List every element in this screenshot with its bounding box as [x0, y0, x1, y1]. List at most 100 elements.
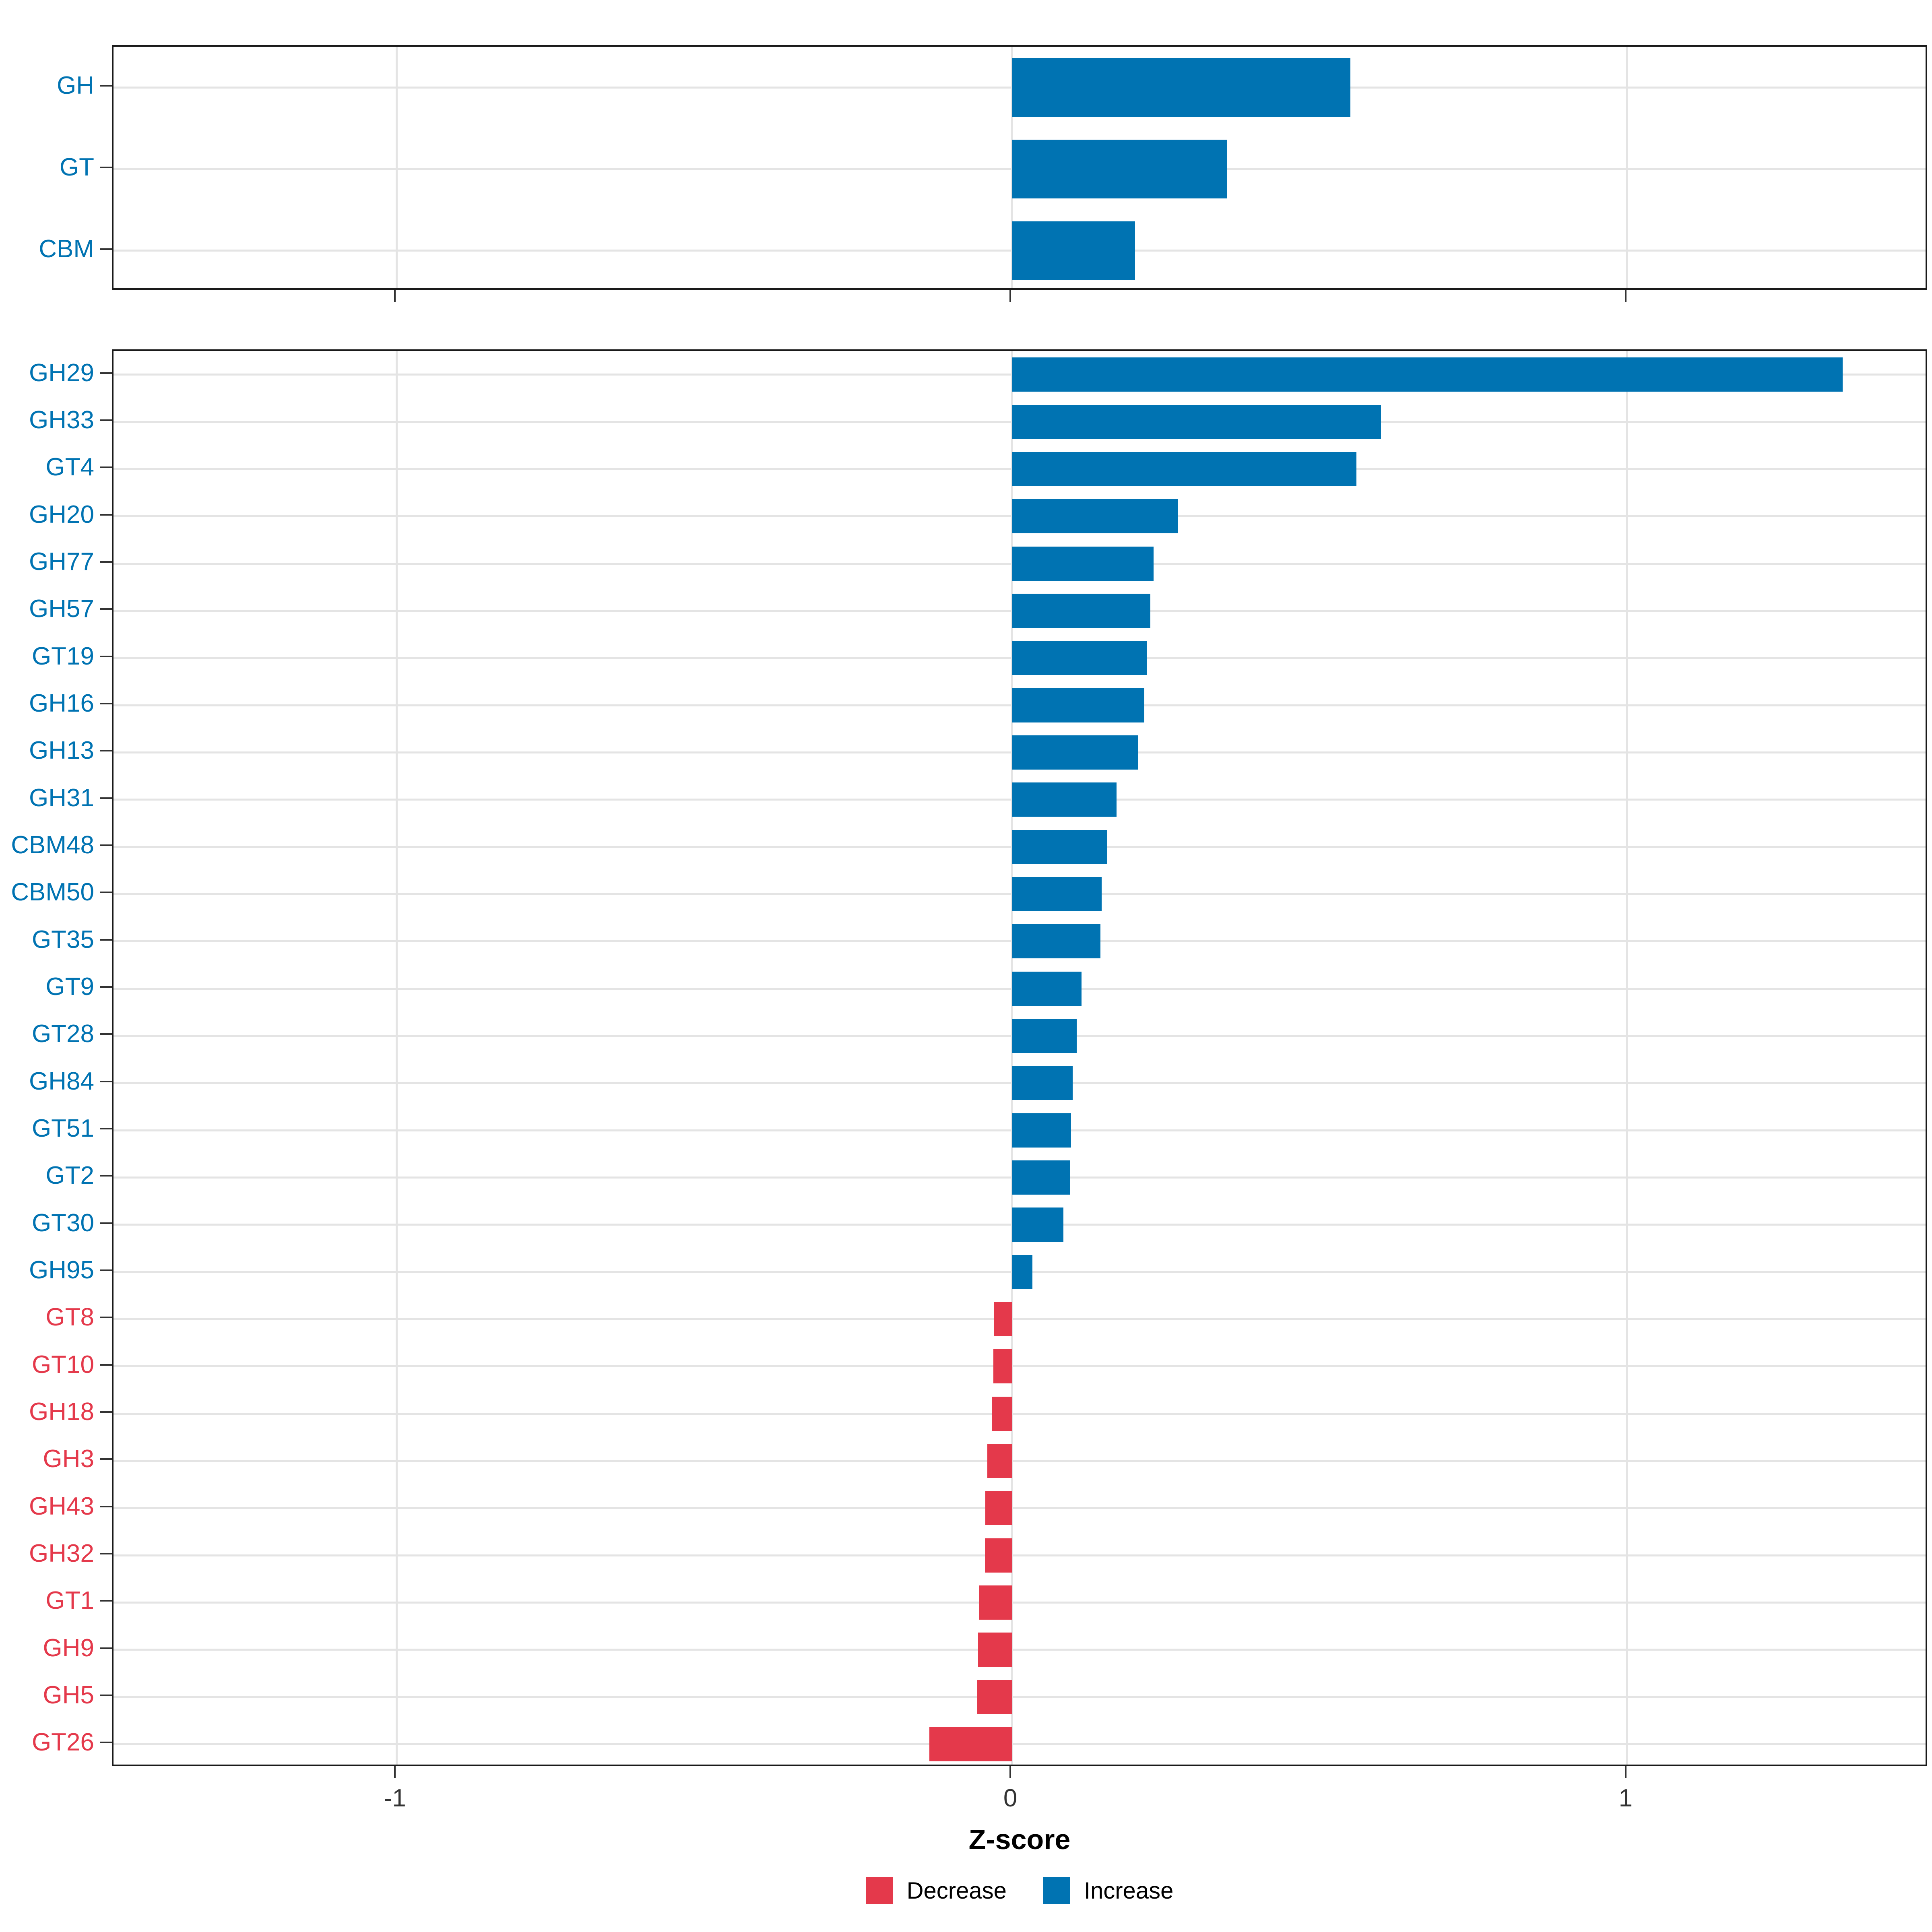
y-label-GH57: GH57 — [29, 595, 94, 623]
legend-item-increase: Increase — [1042, 1877, 1174, 1904]
y-label-CBM: CBM — [39, 235, 94, 263]
y-tick-mark — [100, 1080, 112, 1082]
y-label-GH13: GH13 — [29, 737, 94, 765]
bar-GH18 — [992, 1396, 1012, 1431]
h-gridline — [114, 1412, 1926, 1415]
y-tick-mark — [100, 1742, 112, 1744]
y-tick-mark — [100, 1175, 112, 1177]
y-tick-mark — [100, 986, 112, 988]
y-tick-mark — [100, 1647, 112, 1649]
y-label-GT1: GT1 — [45, 1587, 94, 1615]
bar-GT8 — [994, 1302, 1012, 1336]
bar-GH — [1012, 58, 1350, 117]
y-label-GT4: GT4 — [45, 453, 94, 481]
bar-CBM50 — [1012, 877, 1102, 911]
y-tick-mark — [100, 1222, 112, 1224]
x-tick-label-0: 0 — [1003, 1784, 1018, 1812]
x-tick-mark — [394, 1766, 396, 1778]
bar-GH3 — [987, 1443, 1012, 1478]
y-label-GH3: GH3 — [43, 1445, 94, 1473]
y-tick-mark — [100, 1600, 112, 1602]
y-tick-mark — [100, 1553, 112, 1554]
y-label-GH20: GH20 — [29, 500, 94, 528]
legend-label-decrease: Decrease — [906, 1877, 1007, 1904]
y-tick-mark — [100, 1033, 112, 1035]
y-tick-mark — [100, 167, 112, 168]
y-tick-mark — [100, 85, 112, 87]
y-tick-mark — [100, 1269, 112, 1271]
bar-GT51 — [1012, 1113, 1071, 1148]
v-gridline — [1011, 351, 1013, 1765]
y-label-GT10: GT10 — [31, 1350, 94, 1379]
bar-GH20 — [1012, 499, 1178, 534]
y-label-GT8: GT8 — [45, 1303, 94, 1331]
x-tick-label--1: -1 — [384, 1784, 406, 1812]
h-gridline — [114, 1601, 1926, 1604]
y-label-GT30: GT30 — [31, 1209, 94, 1237]
x-tick-mark — [1624, 290, 1627, 302]
bar-GT2 — [1012, 1160, 1070, 1195]
bar-GH32 — [985, 1538, 1012, 1573]
bar-GT — [1012, 140, 1228, 198]
y-tick-mark — [100, 561, 112, 563]
bar-GH13 — [1012, 735, 1138, 770]
legend-label-increase: Increase — [1084, 1877, 1174, 1904]
x-tick-mark — [394, 290, 396, 302]
h-gridline — [114, 1696, 1926, 1698]
y-tick-mark — [100, 1695, 112, 1696]
legend-item-decrease: Decrease — [865, 1877, 1007, 1904]
y-label-GH9: GH9 — [43, 1634, 94, 1662]
y-label-GT: GT — [59, 153, 94, 181]
h-gridline — [114, 1459, 1926, 1462]
h-gridline — [114, 1554, 1926, 1556]
bar-GH77 — [1012, 546, 1154, 581]
bar-GT1 — [979, 1585, 1012, 1620]
bar-GH31 — [1012, 782, 1117, 817]
y-tick-mark — [100, 1317, 112, 1319]
bar-GT19 — [1012, 641, 1148, 675]
bar-GT10 — [993, 1349, 1012, 1384]
y-label-GH5: GH5 — [43, 1681, 94, 1709]
y-tick-mark — [100, 466, 112, 469]
y-tick-mark — [100, 655, 112, 657]
y-label-GH33: GH33 — [29, 406, 94, 434]
bar-GH29 — [1012, 357, 1843, 392]
y-tick-mark — [100, 372, 112, 374]
x-tick-mark — [1624, 1766, 1627, 1778]
bar-GH9 — [978, 1633, 1012, 1667]
y-label-GT28: GT28 — [31, 1020, 94, 1048]
y-tick-mark — [100, 1364, 112, 1366]
bar-GT35 — [1012, 924, 1101, 959]
x-tick-mark — [1009, 1766, 1011, 1778]
x-tick-mark — [1009, 290, 1011, 302]
bar-GH57 — [1012, 593, 1151, 628]
y-label-GT2: GT2 — [45, 1162, 94, 1190]
x-tick-label-1: 1 — [1618, 1784, 1633, 1812]
y-tick-mark — [100, 1128, 112, 1129]
y-tick-mark — [100, 797, 112, 799]
bar-GH95 — [1012, 1255, 1032, 1289]
y-tick-mark — [100, 844, 112, 846]
y-label-GT19: GT19 — [31, 642, 94, 670]
y-tick-mark — [100, 1411, 112, 1413]
x-axis-title: Z-score — [968, 1824, 1071, 1855]
y-tick-mark — [100, 1505, 112, 1507]
bar-GT9 — [1012, 971, 1082, 1006]
y-label-GT9: GT9 — [45, 973, 94, 1001]
y-label-GT35: GT35 — [31, 925, 94, 954]
y-tick-mark — [100, 1458, 112, 1460]
y-tick-mark — [100, 750, 112, 752]
y-label-CBM50: CBM50 — [11, 878, 94, 906]
y-tick-mark — [100, 419, 112, 421]
y-label-GH84: GH84 — [29, 1067, 94, 1095]
bar-GH5 — [977, 1680, 1012, 1714]
bar-GH43 — [985, 1491, 1012, 1525]
bar-GH84 — [1012, 1066, 1073, 1100]
bar-GT26 — [929, 1727, 1012, 1761]
y-tick-mark — [100, 939, 112, 941]
y-label-GT26: GT26 — [31, 1728, 94, 1757]
increase-color-swatch — [1042, 1877, 1070, 1904]
v-gridline — [1626, 351, 1629, 1765]
y-label-GH31: GH31 — [29, 784, 94, 812]
